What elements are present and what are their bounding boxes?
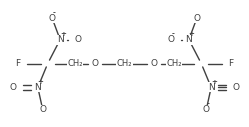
Text: O: O — [49, 14, 56, 23]
Text: O: O — [151, 59, 158, 68]
Text: CH₂: CH₂ — [166, 59, 182, 68]
Text: -: - — [172, 31, 175, 37]
Text: O: O — [233, 83, 240, 92]
Text: O: O — [203, 106, 210, 114]
Text: O: O — [167, 35, 174, 44]
Text: CH₂: CH₂ — [67, 59, 83, 68]
Text: +: + — [60, 31, 66, 37]
Text: O: O — [91, 59, 98, 68]
Text: F: F — [15, 59, 20, 68]
Text: CH₂: CH₂ — [117, 59, 132, 68]
Text: -: - — [53, 10, 56, 16]
Text: +: + — [38, 79, 44, 85]
Text: O: O — [39, 106, 46, 114]
Text: O: O — [9, 83, 16, 92]
Text: N: N — [57, 35, 63, 44]
Text: -: - — [207, 101, 210, 107]
Text: +: + — [189, 31, 194, 37]
Text: O: O — [75, 35, 82, 44]
Text: +: + — [211, 79, 217, 85]
Text: O: O — [193, 14, 200, 23]
Text: N: N — [208, 83, 215, 92]
Text: F: F — [229, 59, 234, 68]
Text: N: N — [186, 35, 192, 44]
Text: N: N — [34, 83, 41, 92]
